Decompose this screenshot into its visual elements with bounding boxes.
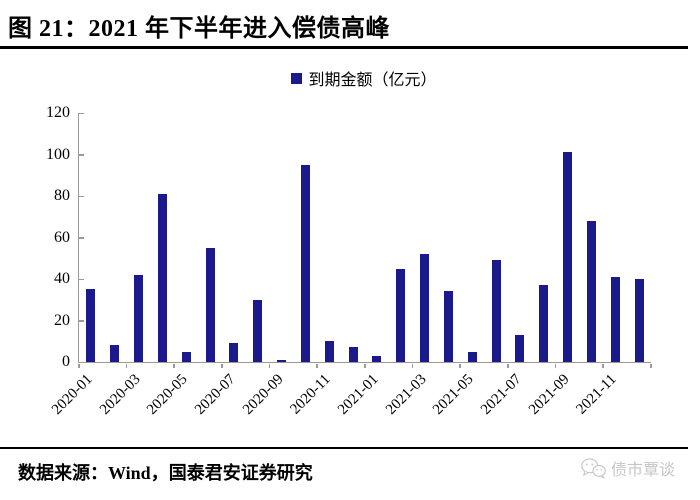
- bar-2021-12: [634, 279, 644, 362]
- x-axis-label: 2021-11: [573, 371, 620, 418]
- bar-2020-08: [253, 299, 263, 362]
- x-axis-tick: [364, 364, 366, 368]
- chart-title: 图 21：2021 年下半年进入偿债高峰: [8, 16, 390, 42]
- bar-2021-05: [467, 351, 477, 362]
- plot-area: [78, 112, 651, 363]
- bar-2020-05: [181, 351, 191, 362]
- bar-2020-09: [277, 359, 287, 362]
- bar-2020-03: [134, 274, 144, 362]
- bar-2021-03: [420, 254, 430, 362]
- bar-2021-04: [443, 291, 453, 362]
- wechat-icon: [580, 457, 606, 479]
- x-axis-tick: [316, 364, 318, 368]
- x-axis-label: 2021-07: [477, 371, 525, 419]
- x-axis-label: 2021-09: [525, 371, 573, 419]
- bar-2021-01: [372, 355, 382, 362]
- x-axis-label: 2020-09: [239, 371, 287, 419]
- y-axis-label: 40: [54, 270, 70, 287]
- x-axis-tick: [173, 364, 175, 368]
- y-axis-tick: [79, 237, 84, 239]
- x-axis-label: 2020-03: [96, 371, 144, 419]
- x-axis-label: 2020-07: [191, 371, 239, 419]
- y-axis-label: 60: [54, 228, 70, 246]
- bar-2020-12: [348, 347, 358, 362]
- bar-2020-06: [205, 247, 215, 362]
- x-axis-label: 2021-03: [382, 371, 430, 419]
- y-axis-label: 120: [46, 104, 70, 121]
- bar-2021-10: [586, 220, 596, 362]
- x-axis-tick: [554, 364, 557, 368]
- bar-2021-11: [610, 276, 620, 362]
- x-axis-tick: [650, 364, 652, 368]
- bar-2021-06: [491, 260, 501, 362]
- data-source-text: 数据来源：Wind，国泰君安证券研究: [18, 463, 313, 483]
- x-axis-label: 2021-01: [334, 371, 382, 419]
- y-axis-label: 20: [54, 311, 70, 329]
- x-axis-tick: [125, 364, 128, 368]
- x-axis-tick: [78, 364, 80, 368]
- bar-2020-01: [86, 289, 96, 362]
- bar-2020-07: [229, 343, 239, 362]
- x-axis-tick: [459, 364, 461, 368]
- x-axis-label: 2020-01: [48, 371, 96, 419]
- legend-swatch-icon: [291, 72, 303, 84]
- title-divider: [0, 46, 688, 49]
- y-axis-tick: [79, 112, 84, 114]
- x-axis-tick: [602, 364, 604, 368]
- x-axis-label: 2020-05: [144, 371, 191, 419]
- bar-2021-07: [515, 335, 525, 362]
- x-axis-label: 2020-11: [287, 371, 334, 418]
- bar-2021-02: [396, 268, 406, 362]
- bar-2020-02: [110, 345, 120, 362]
- y-axis-tick: [79, 154, 84, 156]
- bar-2020-10: [300, 164, 310, 362]
- x-axis-tick: [221, 364, 223, 368]
- bar-2020-04: [157, 193, 167, 362]
- watermark: 债市覃谈: [580, 456, 675, 480]
- y-axis-label: 80: [54, 187, 70, 204]
- chart-legend: 到期金额（亿元）: [78, 66, 650, 90]
- y-axis-label: 0: [62, 353, 70, 370]
- x-axis-tick: [507, 364, 509, 368]
- x-axis-label: 2021-05: [430, 371, 477, 419]
- legend-label: 到期金额（亿元）: [308, 72, 437, 89]
- bar-2020-11: [324, 341, 334, 362]
- bar-2021-08: [539, 285, 549, 362]
- y-axis-tick: [79, 320, 84, 322]
- x-axis-tick: [268, 364, 271, 368]
- bar-2021-09: [563, 152, 573, 362]
- watermark-label: 债市覃谈: [611, 462, 676, 479]
- x-axis-tick: [411, 364, 414, 368]
- y-axis-tick: [79, 278, 84, 280]
- footer-divider: [0, 447, 688, 449]
- y-axis-tick: [79, 195, 84, 197]
- y-axis-label: 100: [46, 145, 70, 163]
